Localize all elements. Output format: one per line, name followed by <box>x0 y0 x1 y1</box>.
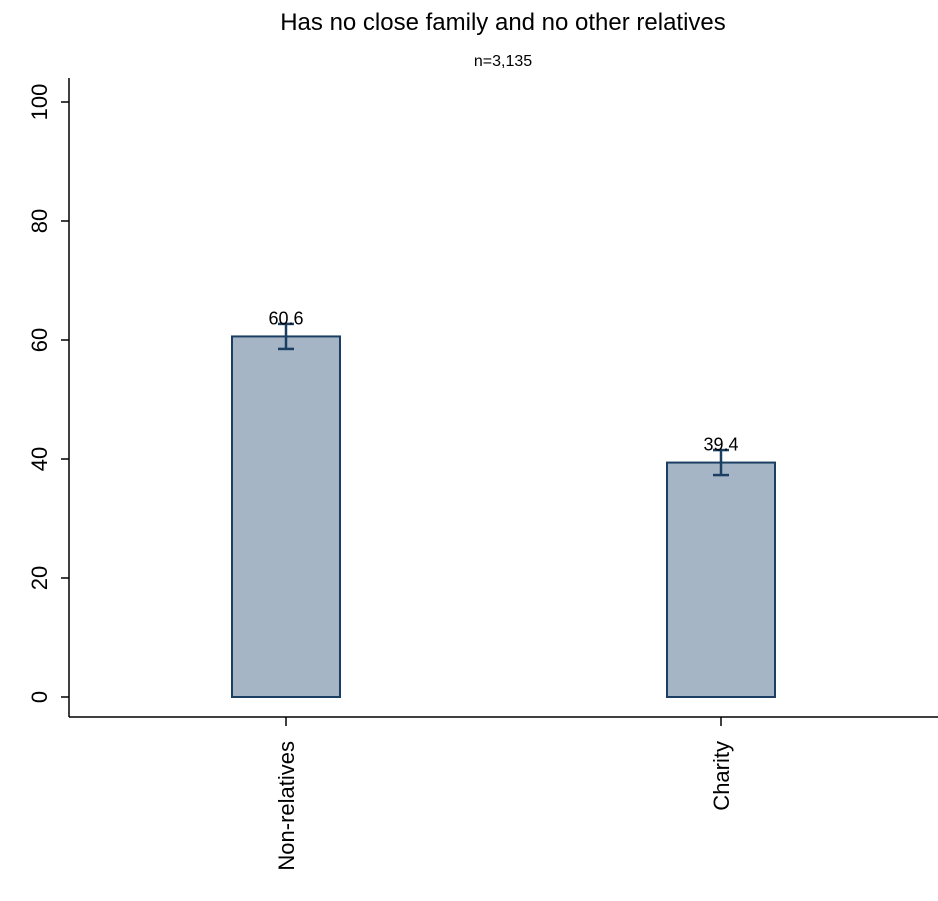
error-bars <box>278 322 729 477</box>
bar-charity <box>666 461 776 698</box>
y-tick-label: 60 <box>27 328 52 352</box>
error-bar <box>278 322 294 351</box>
y-tick-label: 100 <box>27 84 52 121</box>
y-tick-label: 0 <box>27 691 52 703</box>
x-category-label: Charity <box>709 741 734 811</box>
value-label: 60.6 <box>268 308 303 328</box>
y-axis-ticks: 0 20 40 60 80 100 <box>27 84 69 703</box>
chart-subtitle: n=3,135 <box>474 53 532 70</box>
y-tick-label: 40 <box>27 447 52 471</box>
x-category-label: Non-relatives <box>274 741 299 871</box>
y-tick-label: 80 <box>27 209 52 233</box>
value-label: 39.4 <box>703 435 738 455</box>
error-bar <box>713 448 729 477</box>
chart-title: Has no close family and no other relativ… <box>280 9 726 36</box>
bar-non-relatives <box>231 335 341 698</box>
y-tick-label: 20 <box>27 566 52 590</box>
x-axis-ticks: Non-relatives Charity <box>274 717 734 871</box>
bars <box>231 335 776 698</box>
value-labels: 60.6 39.4 <box>268 308 738 454</box>
